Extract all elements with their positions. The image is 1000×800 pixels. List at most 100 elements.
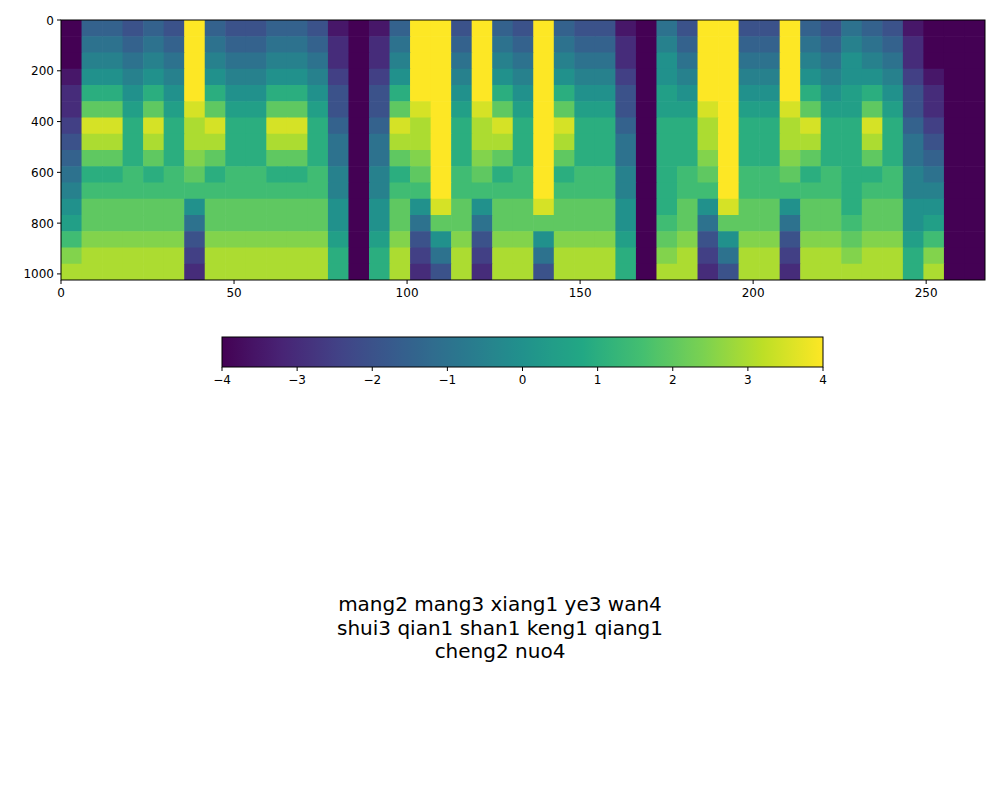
heatmap-cell [615, 101, 636, 118]
heatmap-cell [615, 199, 636, 216]
annotation: shui3 qian1 shan1 keng1 qiang1 [337, 616, 663, 640]
heatmap-cell [410, 183, 431, 200]
heatmap-cell [677, 150, 698, 167]
heatmap-cell [266, 20, 287, 37]
heatmap-cell [554, 150, 575, 167]
heatmap-cell [862, 69, 883, 86]
heatmap-cell [841, 215, 862, 232]
heatmap-cell [574, 166, 595, 183]
heatmap-cell [636, 36, 657, 53]
heatmap-cell [102, 150, 123, 167]
heatmap-cell [287, 118, 308, 135]
heatmap-cell [574, 69, 595, 86]
heatmap-cell [615, 53, 636, 70]
heatmap-cell [944, 199, 965, 216]
heatmap-cell [328, 53, 349, 70]
heatmap-cell [266, 183, 287, 200]
heatmap-cell [451, 264, 472, 280]
heatmap-cell [882, 118, 903, 135]
heatmap-cell [123, 215, 144, 232]
heatmap-cell [164, 264, 185, 280]
heatmap-cell [184, 101, 205, 118]
heatmap-cell [123, 134, 144, 151]
heatmap-cell [780, 166, 801, 183]
heatmap-cell [82, 215, 103, 232]
heatmap-cell [184, 118, 205, 135]
heatmap-cell [348, 166, 369, 183]
heatmap-cell [656, 166, 677, 183]
heatmap-cell [800, 20, 821, 37]
heatmap-cell [472, 36, 493, 53]
heatmap-cell [882, 264, 903, 280]
heatmap-cell [841, 20, 862, 37]
heatmap-cell [533, 199, 554, 216]
heatmap-cell [184, 134, 205, 151]
heatmap-cell [574, 150, 595, 167]
heatmap-cell [574, 231, 595, 248]
heatmap-cell [225, 150, 246, 167]
heatmap-cell [574, 101, 595, 118]
heatmap-cell [656, 134, 677, 151]
heatmap-cell [184, 248, 205, 265]
heatmap-cell [595, 69, 616, 86]
y-tick-label: 200 [31, 64, 54, 78]
heatmap-cell [492, 36, 513, 53]
heatmap-cell [821, 183, 842, 200]
heatmap-cell [677, 85, 698, 102]
heatmap-cell [718, 134, 739, 151]
colorbar-tick-label: −2 [363, 373, 381, 387]
heatmap-cell [903, 53, 924, 70]
heatmap-cell [903, 118, 924, 135]
plot-frame [61, 20, 985, 280]
heatmap-cell [944, 20, 965, 37]
heatmap-cell [184, 150, 205, 167]
heatmap-cell [225, 85, 246, 102]
heatmap-cell [225, 53, 246, 70]
heatmap-cell [862, 248, 883, 265]
heatmap-cell [841, 53, 862, 70]
heatmap-cell [431, 134, 452, 151]
heatmap-cell [944, 215, 965, 232]
heatmap-cell [184, 264, 205, 280]
heatmap-cell [369, 166, 390, 183]
heatmap-cell [102, 231, 123, 248]
heatmap-cell [348, 248, 369, 265]
heatmap-cell [574, 85, 595, 102]
heatmap-cell [390, 101, 411, 118]
heatmap-cell [780, 264, 801, 280]
heatmap-cell [513, 53, 534, 70]
heatmap-cell [698, 215, 719, 232]
heatmap-cell [431, 150, 452, 167]
heatmap-cell [554, 36, 575, 53]
colorbar-tick-label: −4 [213, 373, 231, 387]
heatmap-cell [205, 199, 226, 216]
heatmap-cell [164, 231, 185, 248]
heatmap-cell [266, 69, 287, 86]
heatmap-cell [225, 215, 246, 232]
heatmap-cell [492, 166, 513, 183]
heatmap-cell [348, 36, 369, 53]
heatmap-cell [882, 134, 903, 151]
heatmap-cell [821, 118, 842, 135]
heatmap-cell [164, 69, 185, 86]
heatmap-cell [718, 264, 739, 280]
heatmap-cell [307, 36, 328, 53]
heatmap-cell [123, 248, 144, 265]
heatmap-cell [698, 118, 719, 135]
heatmap-cell [964, 20, 985, 37]
heatmap-cell [780, 231, 801, 248]
heatmap-cell [82, 264, 103, 280]
heatmap-cell [944, 69, 965, 86]
x-tick [61, 280, 62, 284]
heatmap-cell [636, 199, 657, 216]
y-tick [57, 223, 61, 224]
heatmap-cell [841, 166, 862, 183]
heatmap-cell [759, 248, 780, 265]
heatmap-cell [102, 215, 123, 232]
heatmap-cell [123, 85, 144, 102]
colorbar-tick-label: 2 [669, 373, 677, 387]
heatmap-cell [615, 85, 636, 102]
heatmap-cell [759, 85, 780, 102]
heatmap-cell [472, 215, 493, 232]
heatmap-cell [61, 264, 82, 280]
